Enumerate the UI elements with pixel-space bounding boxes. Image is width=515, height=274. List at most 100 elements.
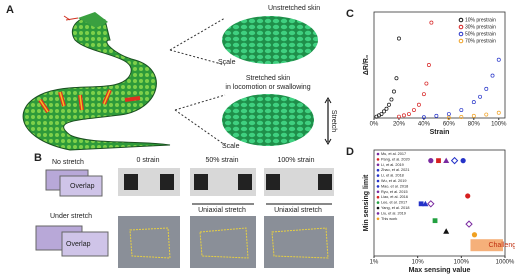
point: [426, 63, 431, 67]
label: 100% strain: [278, 157, 315, 164]
point: [397, 36, 401, 41]
legend-marker: [376, 185, 380, 188]
label: Scale: [222, 143, 240, 150]
point: [427, 200, 435, 208]
legend-label: Li, et al. 2018: [381, 174, 404, 178]
label: Uniaxial stretch: [274, 207, 322, 214]
legend-label: 70% prestrain: [465, 38, 496, 44]
label: No stretch: [52, 159, 84, 166]
point: [446, 115, 451, 120]
point: [434, 113, 439, 118]
x-tick-label: 100%: [491, 122, 507, 128]
point: [382, 109, 386, 114]
label: Stretch: [330, 110, 337, 132]
label: Scale: [218, 59, 236, 66]
legend-label: Lee, et al. 2017: [381, 201, 407, 205]
point: [421, 115, 426, 120]
legend-marker: [376, 206, 380, 210]
point: [443, 228, 450, 234]
label: Unstretched skin: [268, 5, 320, 12]
label: Under stretch: [50, 213, 92, 220]
legend-label: Pang, et al. 2020: [381, 157, 410, 161]
point: [484, 112, 489, 117]
legend-marker: [458, 17, 464, 23]
point: [450, 156, 459, 165]
legend-marker: [376, 195, 380, 199]
point: [436, 158, 441, 164]
point: [406, 112, 411, 116]
legend-marker: [458, 31, 464, 37]
x-tick-label: 40%: [418, 122, 431, 128]
point: [389, 97, 394, 102]
point: [384, 106, 389, 111]
point: [465, 193, 471, 199]
legend-marker: [376, 174, 380, 177]
label: Overlap: [70, 183, 95, 190]
legend-label: Wu, et al. 2019: [381, 179, 406, 183]
legend-label: Liao, et al. 2016: [381, 195, 408, 199]
legend-label: Liu, et al. 2019: [381, 211, 406, 215]
point: [428, 158, 434, 164]
point: [484, 86, 489, 91]
legend-label: Mu, et al. 2017: [381, 152, 406, 156]
panel-label: A: [6, 4, 14, 16]
challenge-box: [470, 239, 503, 252]
panel-label: B: [34, 152, 42, 164]
point: [471, 113, 476, 118]
legend-label: 10% prestrain: [465, 17, 496, 23]
point: [471, 100, 476, 105]
point: [443, 157, 450, 164]
point: [411, 108, 416, 113]
x-tick-label: 20%: [393, 122, 406, 128]
point: [394, 76, 399, 81]
legend-label: Yang, et al. 2018: [381, 206, 409, 210]
legend-marker: [376, 168, 380, 172]
panel-label: C: [346, 8, 354, 20]
label: 0 strain: [137, 157, 160, 164]
legend-label: Zhao, et al. 2021: [381, 168, 410, 172]
point: [496, 110, 501, 115]
point: [421, 92, 426, 97]
point: [387, 102, 391, 107]
label: Uniaxial stretch: [198, 207, 246, 214]
legend-marker: [376, 163, 380, 167]
point: [459, 114, 464, 119]
point: [459, 108, 464, 113]
legend-label: Ryu, et al. 2015: [381, 190, 408, 194]
point: [397, 114, 401, 119]
x-tick-label: 10%: [412, 260, 425, 266]
plot-frame: [373, 149, 506, 257]
label: 50% strain: [205, 157, 238, 164]
point: [424, 81, 429, 86]
y-axis-label: Min sensing limit: [363, 174, 370, 231]
point: [471, 232, 478, 238]
legend-marker: [376, 152, 380, 156]
point: [460, 158, 466, 164]
plot-frame: [373, 11, 506, 119]
point: [446, 112, 451, 116]
snake: [22, 12, 171, 151]
legend-label: 30% prestrain: [465, 24, 496, 30]
point: [429, 20, 434, 25]
legend-marker: [376, 201, 380, 204]
point: [416, 102, 421, 107]
x-tick-label: 1%: [370, 260, 379, 266]
point: [465, 220, 473, 228]
point: [478, 94, 482, 99]
annotation: Challenge: [488, 242, 515, 249]
point: [496, 57, 501, 62]
y-axis-label: ΔR/R₀: [363, 55, 370, 75]
legend-marker: [376, 179, 380, 183]
point: [418, 201, 424, 207]
skin-stretched: [222, 94, 314, 146]
skin-unstretched: [222, 16, 318, 64]
legend-marker: [458, 38, 464, 44]
legend-marker: [376, 190, 380, 194]
label: Overlap: [66, 241, 91, 248]
x-tick-label: 80%: [468, 122, 481, 128]
point: [490, 73, 495, 78]
point: [392, 89, 396, 94]
x-tick-label: 1000%: [496, 260, 515, 266]
legend-marker: [376, 217, 380, 221]
